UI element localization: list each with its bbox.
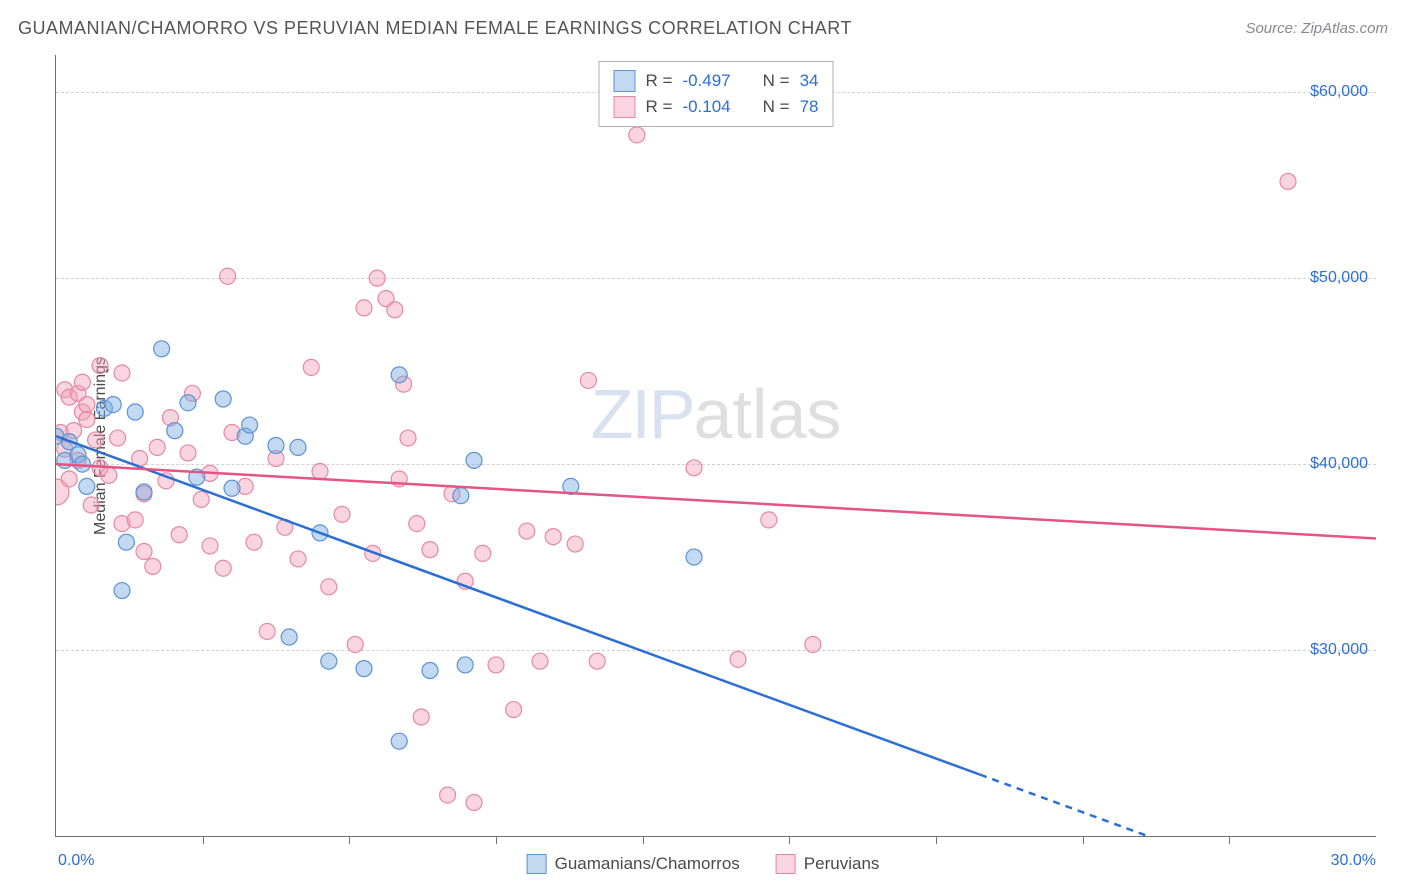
x-tick <box>1229 836 1230 844</box>
stat-r-value-peruvian: -0.104 <box>682 97 730 117</box>
correlation-stat-box: R = -0.497 N = 34 R = -0.104 N = 78 <box>599 61 834 127</box>
legend-label-peruvian: Peruvians <box>804 854 880 874</box>
x-axis-max-label: 30.0% <box>1331 852 1376 870</box>
stat-r-value-guamanian: -0.497 <box>682 71 730 91</box>
chart-source: Source: ZipAtlas.com <box>1245 20 1388 37</box>
legend-label-guamanian: Guamanians/Chamorros <box>555 854 740 874</box>
legend-swatch-guamanian <box>527 854 547 874</box>
stat-row-peruvian: R = -0.104 N = 78 <box>614 94 819 120</box>
stat-n-label: N = <box>763 71 790 91</box>
stat-swatch-peruvian <box>614 96 636 118</box>
stat-n-value-peruvian: 78 <box>800 97 819 117</box>
chart-plot-area: ZIPatlas R = -0.497 N = 34 R = -0.104 N … <box>55 55 1376 837</box>
stat-r-label: R = <box>646 71 673 91</box>
legend-item-peruvian: Peruvians <box>776 854 880 874</box>
legend-swatch-peruvian <box>776 854 796 874</box>
x-tick <box>643 836 644 844</box>
scatter-svg <box>56 55 1376 836</box>
x-axis-min-label: 0.0% <box>58 852 94 870</box>
chart-title: GUAMANIAN/CHAMORRO VS PERUVIAN MEDIAN FE… <box>18 18 852 39</box>
stat-n-value-guamanian: 34 <box>800 71 819 91</box>
stat-swatch-guamanian <box>614 70 636 92</box>
stat-n-label: N = <box>763 97 790 117</box>
x-tick <box>496 836 497 844</box>
x-tick <box>1083 836 1084 844</box>
legend-item-guamanian: Guamanians/Chamorros <box>527 854 740 874</box>
bottom-legend: Guamanians/Chamorros Peruvians <box>527 854 880 874</box>
x-tick <box>349 836 350 844</box>
chart-header: GUAMANIAN/CHAMORRO VS PERUVIAN MEDIAN FE… <box>18 18 1388 39</box>
stat-r-label: R = <box>646 97 673 117</box>
stat-row-guamanian: R = -0.497 N = 34 <box>614 68 819 94</box>
x-tick <box>203 836 204 844</box>
x-tick <box>789 836 790 844</box>
x-tick <box>936 836 937 844</box>
